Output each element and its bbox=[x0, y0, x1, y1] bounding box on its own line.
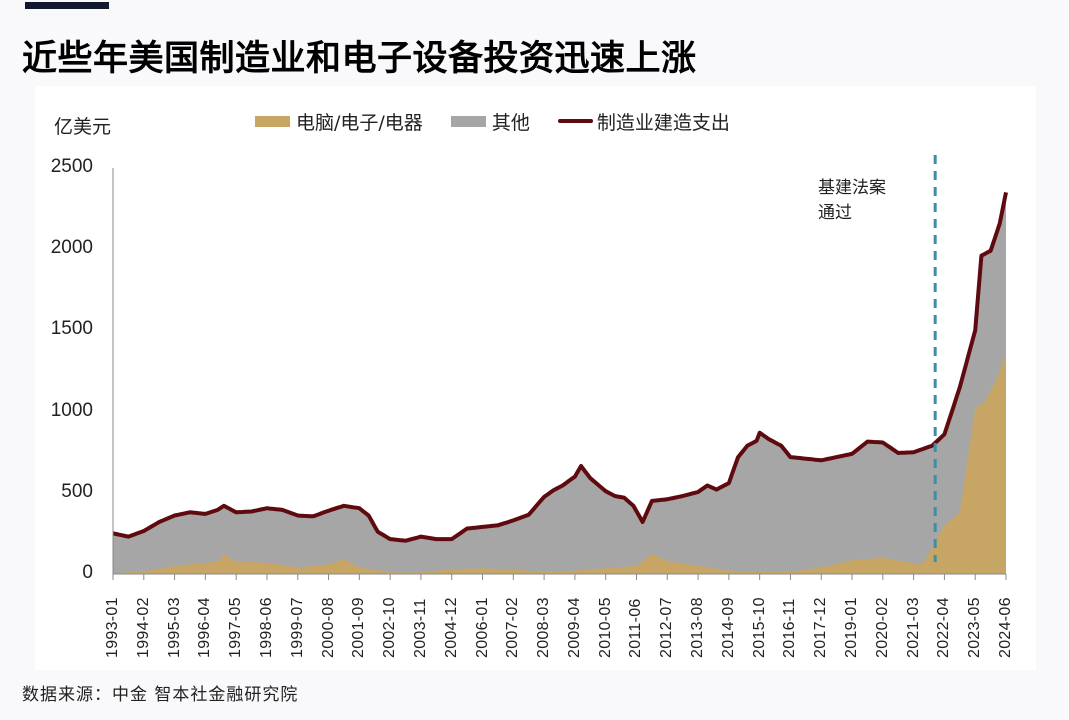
x-tick-label: 1997-05 bbox=[227, 597, 245, 658]
x-tick-label: 2011-06 bbox=[627, 598, 645, 658]
other-area bbox=[113, 192, 1006, 574]
y-tick-label: 2000 bbox=[50, 237, 93, 259]
page-title: 近些年美国制造业和电子设备投资迅速上涨 bbox=[22, 39, 697, 79]
x-tick-label: 2013-08 bbox=[689, 597, 707, 658]
x-tick-label: 1994-02 bbox=[134, 597, 152, 658]
x-tick-label: 1995-03 bbox=[165, 597, 183, 658]
legend-swatch-other bbox=[450, 115, 486, 127]
title-accent-bar bbox=[25, 2, 109, 9]
total-spending-line bbox=[112, 192, 1008, 543]
x-tick-label: 2002-10 bbox=[381, 597, 399, 658]
legend-item-electronics: 电脑/电子/电器 bbox=[255, 108, 423, 135]
x-tick-label: 2012-07 bbox=[658, 597, 676, 658]
x-tick-label: 2001-09 bbox=[350, 597, 368, 658]
annotation-line-2: 通过 bbox=[818, 203, 852, 223]
legend-swatch-electronics bbox=[255, 115, 290, 127]
y-tick-label: 500 bbox=[61, 480, 93, 502]
legend-label-electronics: 电脑/电子/电器 bbox=[296, 111, 423, 134]
x-tick-label: 1993-01 bbox=[104, 597, 121, 658]
x-tick-label: 2004-12 bbox=[442, 597, 460, 658]
x-tick-label: 2008-03 bbox=[535, 597, 553, 658]
x-tick-label: 2020-02 bbox=[873, 597, 891, 658]
y-tick-label: 1500 bbox=[50, 318, 93, 340]
x-tick-label: 2007-02 bbox=[504, 597, 522, 658]
x-tick-label: 2021-03 bbox=[904, 597, 922, 658]
legend-label-other: 其他 bbox=[491, 111, 530, 134]
infrastructure-bill-annotation: 基建法案 通过 bbox=[818, 176, 886, 226]
x-tick-label: 2016-11 bbox=[781, 598, 799, 658]
x-tick-label: 1999-07 bbox=[288, 597, 306, 658]
y-axis-unit-label: 亿美元 bbox=[54, 116, 112, 138]
data-source-note: 数据来源：中金 智本社金融研究院 bbox=[22, 685, 299, 705]
legend-item-total: 制造业建造支出 bbox=[557, 108, 730, 135]
x-tick-label: 2014-09 bbox=[719, 597, 737, 658]
x-tick-label: 2022-04 bbox=[935, 597, 953, 658]
x-tick-label: 2017-12 bbox=[812, 597, 830, 658]
x-tick-label: 2003-11 bbox=[411, 598, 429, 658]
y-tick-label: 0 bbox=[82, 562, 93, 583]
x-tick-label: 2015-10 bbox=[750, 597, 768, 658]
annotation-line-1: 基建法案 bbox=[818, 178, 886, 198]
x-tick-label: 1996-04 bbox=[196, 597, 214, 658]
x-tick-label: 2009-04 bbox=[565, 597, 583, 658]
legend-label-total: 制造业建造支出 bbox=[596, 111, 730, 134]
chart-legend: 电脑/电子/电器 其他 制造业建造支出 bbox=[255, 108, 758, 134]
legend-item-other: 其他 bbox=[450, 108, 530, 135]
y-tick-label: 1000 bbox=[50, 399, 93, 421]
y-tick-label: 2500 bbox=[50, 156, 93, 177]
x-tick-label: 2024-06 bbox=[997, 597, 1014, 658]
x-tick-label: 2000-08 bbox=[319, 597, 337, 658]
x-tick-label: 1998-06 bbox=[257, 597, 275, 658]
x-tick-label: 2019-01 bbox=[843, 597, 861, 658]
legend-swatch-total-line bbox=[557, 119, 593, 123]
x-tick-label: 2010-05 bbox=[596, 597, 614, 658]
x-tick-label: 2023-05 bbox=[966, 597, 984, 658]
x-tick-label: 2006-01 bbox=[473, 597, 491, 658]
